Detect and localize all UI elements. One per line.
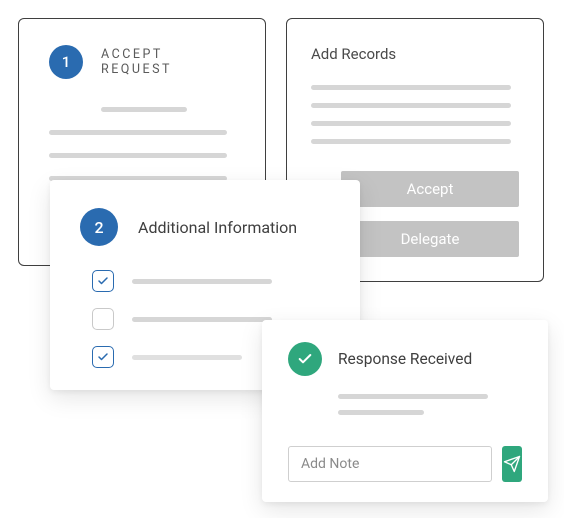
card-response-received: Response Received <box>262 320 548 502</box>
additional-information-title: Additional Information <box>138 218 297 237</box>
add-records-title: Add Records <box>311 45 519 63</box>
add-note-input[interactable] <box>288 446 492 482</box>
placeholder-line <box>338 410 424 415</box>
response-received-title: Response Received <box>338 350 472 368</box>
accept-request-body <box>49 107 235 181</box>
check-icon <box>297 351 313 367</box>
checkbox[interactable] <box>92 308 114 330</box>
placeholder-line <box>311 103 511 108</box>
response-received-body <box>288 394 522 415</box>
placeholder-line <box>311 139 511 144</box>
placeholder-line <box>101 107 187 112</box>
send-icon <box>503 455 521 473</box>
checkmark-icon <box>97 351 109 363</box>
step-badge-2: 2 <box>80 208 118 246</box>
checkbox[interactable] <box>92 346 114 368</box>
placeholder-line <box>132 279 272 284</box>
placeholder-line <box>338 394 488 399</box>
placeholder-line <box>132 355 242 360</box>
placeholder-line <box>49 153 227 158</box>
accept-button[interactable]: Accept <box>341 171 519 207</box>
checkmark-icon <box>97 275 109 287</box>
placeholder-line <box>49 130 227 135</box>
add-records-body <box>311 85 519 144</box>
checkbox[interactable] <box>92 270 114 292</box>
placeholder-line <box>311 85 511 90</box>
success-badge <box>288 342 322 376</box>
checklist-item <box>92 270 330 292</box>
step-badge-1: 1 <box>49 45 83 79</box>
send-note-button[interactable] <box>502 446 522 482</box>
placeholder-line <box>311 121 511 126</box>
placeholder-line <box>132 317 272 322</box>
delegate-button[interactable]: Delegate <box>341 221 519 257</box>
accept-request-title: ACCEPT REQUEST <box>101 47 235 77</box>
